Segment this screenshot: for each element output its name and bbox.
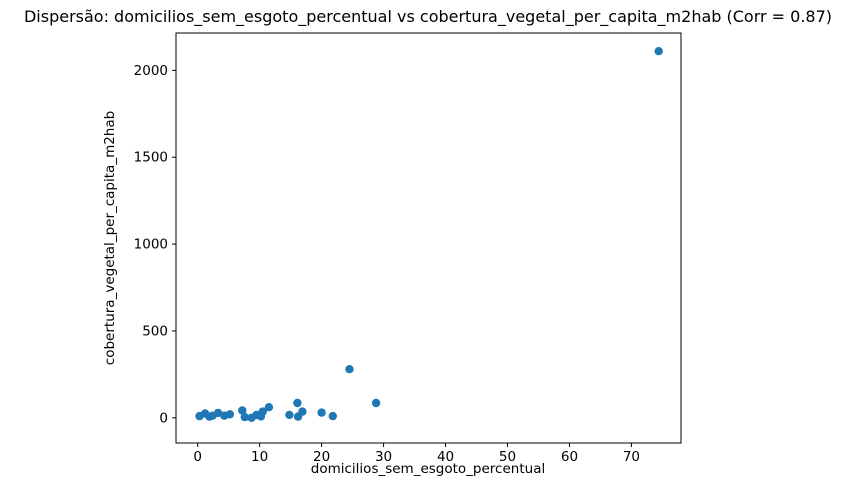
chart-title: Dispersão: domicilios_sem_esgoto_percent… (23, 7, 833, 26)
x-tick-label: 20 (313, 449, 330, 465)
y-tick-label: 0 (159, 410, 168, 426)
x-tick-label: 0 (193, 449, 202, 465)
y-tick-label: 500 (142, 323, 168, 339)
y-axis-label: cobertura_vegetal_per_capita_m2hab (102, 111, 118, 365)
scatter-point (240, 412, 249, 422)
scatter-point (238, 406, 247, 415)
x-axis-label: domicilios_sem_esgoto_percentual (310, 461, 546, 477)
scatter-point (258, 407, 267, 416)
scatter-point (317, 408, 326, 417)
x-tick-label: 50 (499, 449, 516, 465)
ticks-layer: 0 10 20 30 40 50 60 70 0 500 1000 1500 2000 (134, 63, 640, 465)
y-tick-label: 1000 (134, 237, 168, 253)
scatter-point (285, 410, 294, 420)
y-tick-label: 2000 (134, 63, 168, 79)
points-layer (195, 47, 663, 422)
x-tick-label: 70 (623, 449, 640, 465)
x-tick-label: 10 (251, 449, 268, 465)
axes-frame (175, 32, 682, 444)
x-tick-label: 30 (375, 449, 392, 465)
scatter-point (345, 365, 354, 374)
x-tick-label: 40 (437, 449, 454, 465)
scatter-point (293, 398, 302, 408)
scatter-point (225, 410, 235, 419)
scatter-point (654, 47, 663, 56)
scatter-point (328, 411, 337, 421)
x-tick-label: 60 (561, 449, 578, 465)
scatter-point (298, 407, 307, 416)
scatter-point (264, 403, 274, 412)
y-tick-label: 1500 (134, 150, 168, 166)
scatter-point (371, 398, 381, 408)
